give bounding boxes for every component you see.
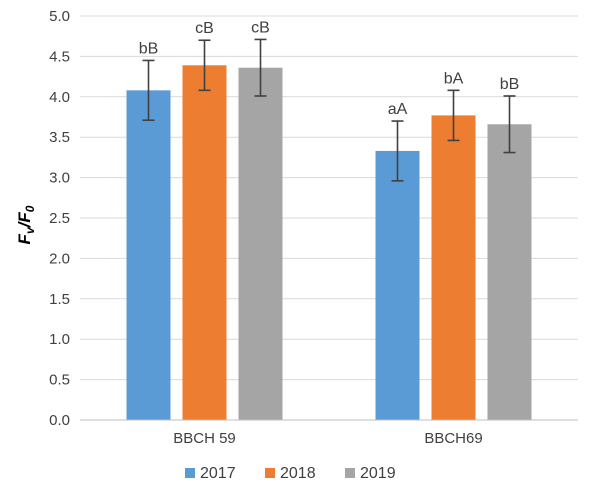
y-tick-label: 1.0 <box>49 331 70 348</box>
legend-swatch <box>185 468 195 478</box>
error-bars-layer <box>142 38 516 182</box>
significance-label: cB <box>195 20 214 37</box>
bar-2019-1 <box>487 124 532 420</box>
y-tick-label: 0.0 <box>49 412 70 429</box>
y-tick-label: 2.0 <box>49 250 70 267</box>
y-tick-label: 3.0 <box>49 170 70 187</box>
bar-2017-0 <box>126 90 171 420</box>
y-tick-label: 3.5 <box>49 129 70 146</box>
y-axis-label: Fv/F0 <box>15 205 37 244</box>
legend: 2017 2018 2019 <box>185 465 396 482</box>
legend-label: 2018 <box>280 465 316 482</box>
significance-label: bB <box>500 76 520 93</box>
bars-layer <box>126 65 532 421</box>
significance-label: bA <box>444 70 464 87</box>
legend-swatch <box>345 468 355 478</box>
legend-label: 2017 <box>200 465 236 482</box>
y-axis-label-mid: /F <box>15 212 34 229</box>
y-tick-label: 0.5 <box>49 372 70 389</box>
bar-2018-1 <box>431 115 476 420</box>
y-tick-label: 2.5 <box>49 210 70 227</box>
data-labels-layer: bB cB cB aA bA bB <box>139 19 520 118</box>
y-tick-label: 1.5 <box>49 291 70 308</box>
significance-label: bB <box>139 40 159 57</box>
significance-label: aA <box>388 101 408 118</box>
bar-2017-1 <box>375 150 420 420</box>
y-axis-label-sub-0: 0 <box>23 205 37 212</box>
significance-label: cB <box>251 19 270 36</box>
y-tick-label: 4.5 <box>49 48 70 65</box>
y-tick-label: 5.0 <box>49 8 70 25</box>
bar-2019-0 <box>238 67 283 420</box>
legend-swatch <box>265 468 275 478</box>
legend-label: 2019 <box>360 465 396 482</box>
y-axis-label-main: F <box>15 233 34 244</box>
bar-2018-0 <box>182 65 227 421</box>
axis-layer: 0.0 0.5 1.0 1.5 2.0 2.5 3.0 3.5 4.0 4.5 5.0 BBCH 59… <box>49 8 578 447</box>
y-axis-label-sub-v: v <box>23 226 37 234</box>
x-category-label: BBCH 59 <box>173 430 236 447</box>
x-category-label: BBCH69 <box>424 430 482 447</box>
y-tick-label: 4.0 <box>49 89 70 106</box>
